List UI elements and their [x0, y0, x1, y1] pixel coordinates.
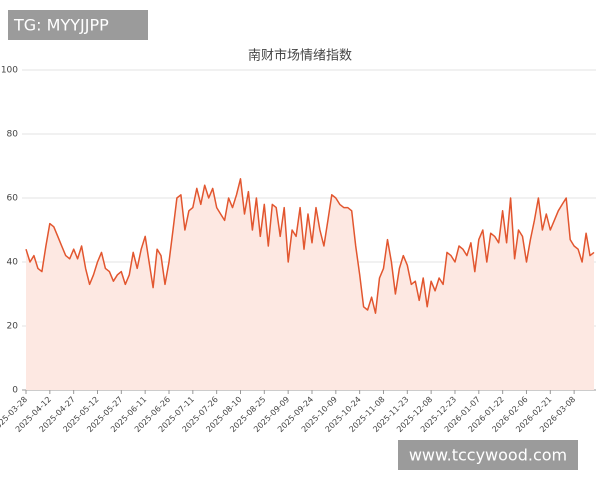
watermark-box	[8, 10, 148, 40]
y-tick-label: 40	[7, 258, 19, 268]
y-tick-label: 0	[12, 386, 18, 396]
y-tick-label: 80	[7, 130, 19, 140]
chart-title: 南财市场情绪指数	[248, 48, 352, 64]
y-tick-label: 20	[7, 322, 19, 332]
watermark-box	[398, 440, 578, 470]
area	[26, 178, 594, 390]
watermark: www.tccywood.com	[409, 446, 567, 465]
y-tick-label: 100	[1, 66, 18, 76]
watermark: TG: MYYJJPP	[13, 16, 109, 35]
line	[25, 178, 595, 314]
y-tick-label: 60	[7, 194, 19, 204]
